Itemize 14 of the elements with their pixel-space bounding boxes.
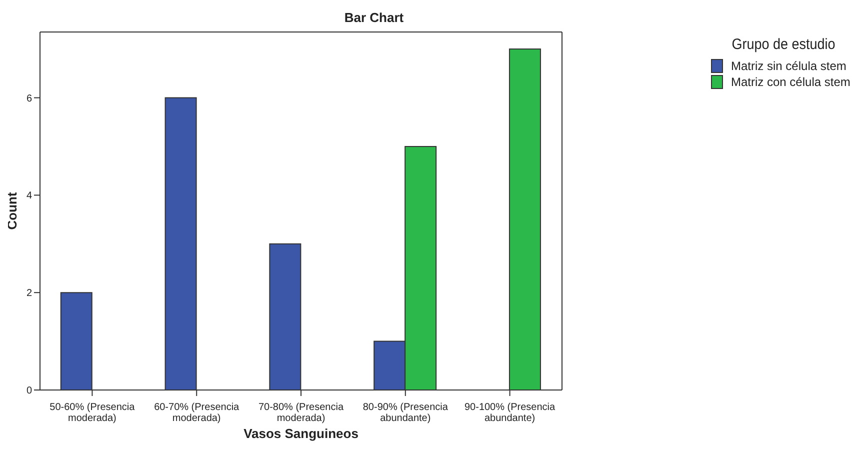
x-tick-label: 90-100% (Presencia abundante) — [464, 402, 556, 424]
legend-title: Grupo de estudio — [730, 36, 836, 53]
x-tick-label: 50-60% (Presencia moderada) — [50, 402, 136, 424]
y-tick-label: 2 — [26, 288, 32, 300]
x-axis-title: Vasos Sanguineos — [244, 426, 358, 441]
x-tick-label: 80-90% (Presencia abundante) — [362, 402, 448, 424]
y-tick-label: 0 — [26, 386, 32, 397]
x-tick-label: 60-70% (Presencia moderada) — [154, 402, 240, 424]
legend-label: Matriz sin célula stem — [730, 59, 848, 73]
legend-label: Matriz con célula stem — [730, 75, 852, 89]
y-tick-label: 4 — [26, 190, 32, 202]
chart-title: Bar Chart — [343, 10, 405, 25]
y-tick-label: 6 — [26, 93, 32, 104]
x-tick-label: 70-80% (Presencia moderada) — [258, 402, 344, 424]
